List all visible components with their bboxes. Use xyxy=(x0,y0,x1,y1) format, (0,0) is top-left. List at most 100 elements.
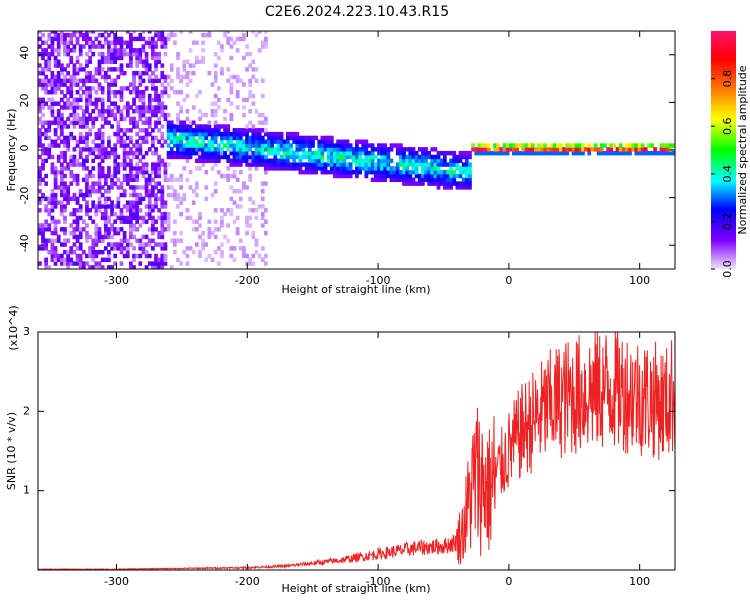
heatmap-cell xyxy=(229,208,234,213)
heatmap-cell xyxy=(229,143,234,148)
heatmap-cell xyxy=(63,204,67,209)
heatmap-cell xyxy=(44,219,49,224)
heatmap-cell xyxy=(537,150,541,156)
heatmap-cell xyxy=(160,211,165,217)
heatmap-cell xyxy=(176,51,180,57)
heatmap-cell xyxy=(458,150,463,156)
heatmap-cell xyxy=(408,169,413,175)
heatmap-cell xyxy=(129,63,133,68)
heatmap-cell xyxy=(125,128,130,133)
heatmap-cell xyxy=(122,166,127,171)
heatmap-cell xyxy=(204,154,209,160)
heatmap-cell xyxy=(172,40,177,45)
heatmap-cell xyxy=(292,166,297,171)
heatmap-cell xyxy=(66,253,70,259)
heatmap-cell xyxy=(41,32,45,38)
heatmap-cell xyxy=(248,93,253,99)
heatmap-cell xyxy=(251,128,256,133)
heatmap-cell xyxy=(103,234,108,240)
heatmap-cell xyxy=(160,105,165,110)
heatmap-cell xyxy=(38,230,42,236)
heatmap-cell xyxy=(66,32,70,38)
heatmap-cell xyxy=(94,253,99,259)
heatmap-cell xyxy=(210,143,215,148)
heatmap-cell xyxy=(122,230,127,236)
heatmap-cell xyxy=(238,147,243,152)
heatmap-cell xyxy=(151,162,155,167)
heatmap-cell xyxy=(91,40,96,45)
heatmap-cell xyxy=(72,173,77,179)
heatmap-cell xyxy=(464,158,469,163)
heatmap-cell xyxy=(132,82,136,87)
heatmap-cell xyxy=(119,44,124,49)
heatmap-cell xyxy=(122,150,127,156)
heatmap-cell xyxy=(260,189,265,194)
heatmap-cell xyxy=(63,124,67,129)
x-tick-label: -100 xyxy=(366,274,391,287)
heatmap-cell xyxy=(182,192,187,198)
heatmap-cell xyxy=(226,135,231,141)
heatmap-cell xyxy=(326,139,331,144)
heatmap-cell xyxy=(345,139,350,144)
heatmap-cell xyxy=(50,78,55,84)
heatmap-cell xyxy=(88,173,92,179)
heatmap-cell xyxy=(260,128,265,133)
heatmap-cell xyxy=(373,169,378,175)
heatmap-cell xyxy=(593,143,598,148)
heatmap-cell xyxy=(160,82,165,87)
heatmap-cell xyxy=(458,181,463,186)
heatmap-cell xyxy=(207,31,212,34)
heatmap-cell xyxy=(668,143,673,148)
heatmap-cell xyxy=(157,181,162,186)
heatmap-cell xyxy=(198,223,202,228)
heatmap-cell xyxy=(286,154,290,160)
heatmap-cell xyxy=(238,154,243,160)
heatmap-cell xyxy=(245,67,249,72)
heatmap-cell xyxy=(116,204,121,209)
heatmap-cell xyxy=(248,215,253,221)
heatmap-cell xyxy=(44,101,49,106)
heatmap-cell xyxy=(147,109,152,114)
heatmap-cell xyxy=(59,36,64,42)
heatmap-cell xyxy=(220,223,224,228)
heatmap-cell xyxy=(151,36,155,42)
heatmap-cell xyxy=(383,177,388,183)
heatmap-cell xyxy=(295,147,300,152)
heatmap-cell xyxy=(295,135,300,141)
heatmap-cell xyxy=(245,154,249,160)
heatmap-cell xyxy=(355,147,359,152)
heatmap-cell xyxy=(176,74,180,80)
heatmap-cell xyxy=(207,70,212,76)
heatmap-cell xyxy=(355,143,359,148)
heatmap-cell xyxy=(91,238,96,243)
heatmap-cell xyxy=(50,44,55,49)
heatmap-cell xyxy=(59,253,64,259)
heatmap-cell xyxy=(125,86,130,91)
heatmap-cell xyxy=(78,120,83,125)
heatmap-cell xyxy=(132,109,136,114)
heatmap-cell xyxy=(75,105,80,110)
heatmap-cell xyxy=(78,116,83,122)
heatmap-cell xyxy=(251,124,256,129)
heatmap-cell xyxy=(59,204,64,209)
heatmap-cell xyxy=(119,185,124,190)
heatmap-cell xyxy=(198,253,202,259)
heatmap-cell xyxy=(537,147,541,152)
heatmap-cell xyxy=(41,227,45,232)
heatmap-cell xyxy=(100,105,105,110)
heatmap-cell xyxy=(182,135,187,141)
heatmap-cell xyxy=(50,219,55,224)
heatmap-cell xyxy=(72,135,77,141)
heatmap-cell xyxy=(113,131,118,137)
heatmap-cell xyxy=(452,181,457,186)
heatmap-cell xyxy=(367,158,372,163)
heatmap-cell xyxy=(144,40,149,45)
heatmap-cell xyxy=(270,147,275,152)
heatmap-cell xyxy=(442,150,447,156)
heatmap-cell xyxy=(433,162,438,167)
heatmap-cell xyxy=(41,105,45,110)
heatmap-cell xyxy=(264,219,268,224)
heatmap-cell xyxy=(559,143,563,148)
heatmap-cell xyxy=(273,131,278,137)
heatmap-cell xyxy=(298,143,303,148)
